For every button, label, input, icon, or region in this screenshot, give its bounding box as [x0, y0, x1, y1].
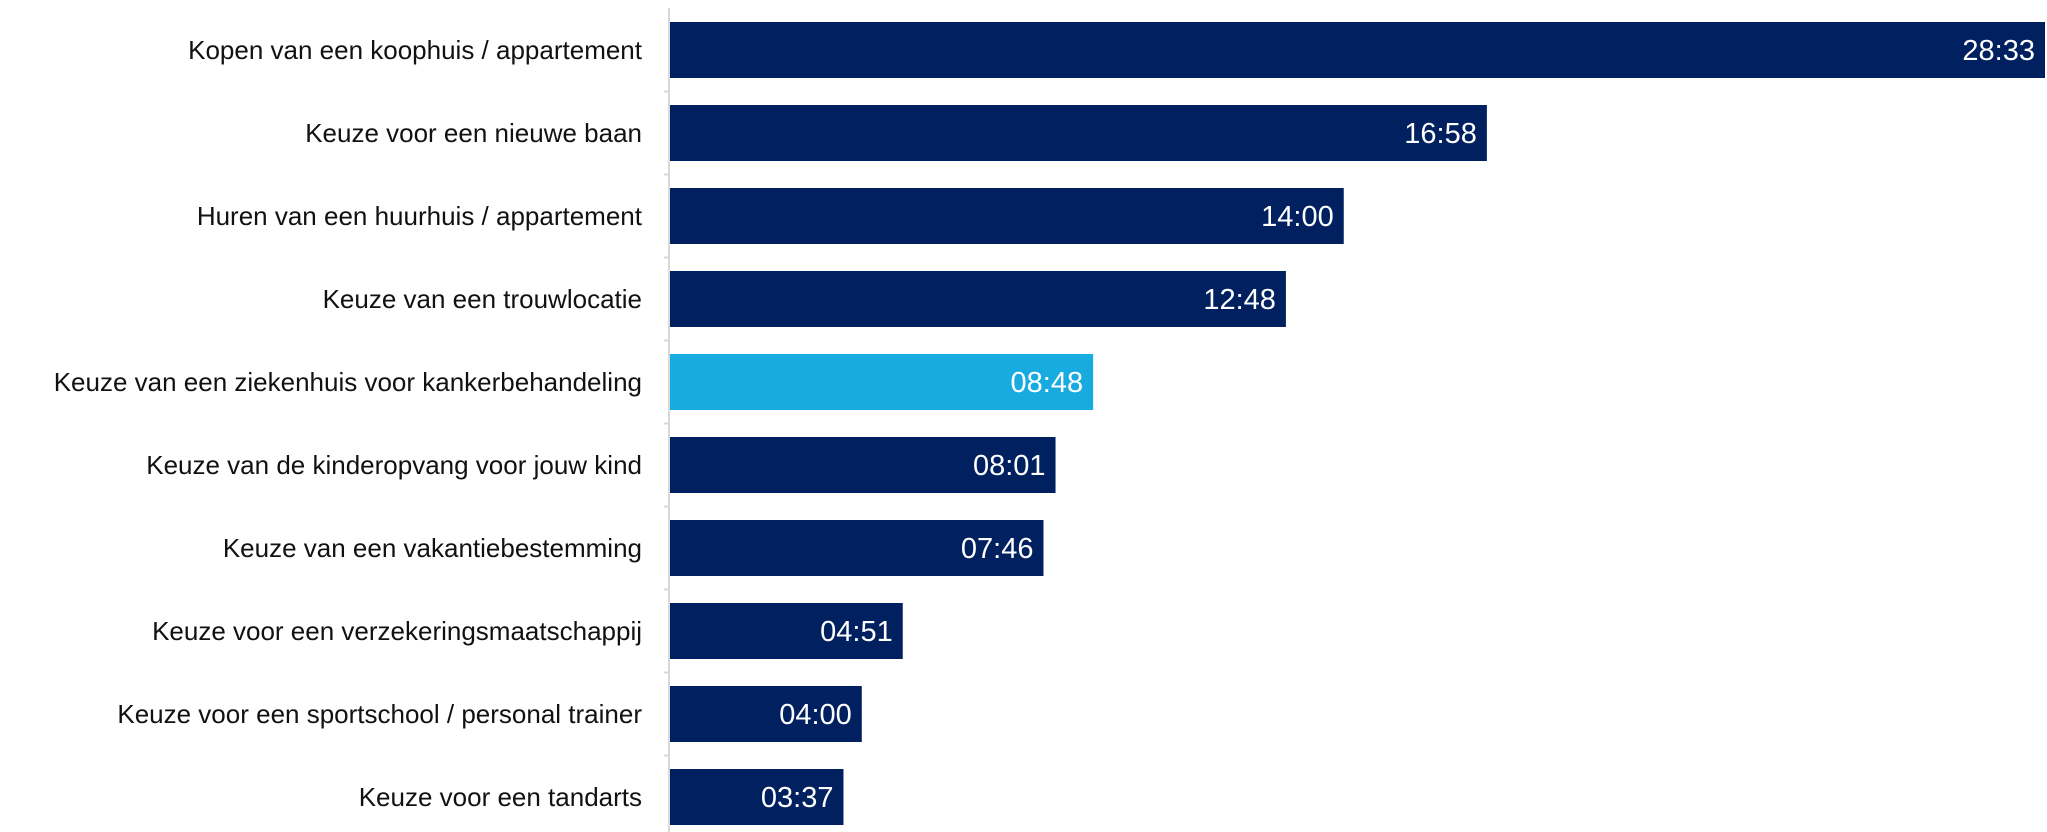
- value-label: 16:58: [1404, 118, 1477, 150]
- value-label: 07:46: [961, 533, 1034, 565]
- value-label: 04:51: [820, 616, 893, 648]
- bar: [670, 271, 1286, 327]
- value-label: 14:00: [1261, 201, 1334, 233]
- category-label: Keuze voor een verzekeringsmaatschappij: [152, 616, 642, 646]
- value-label: 08:48: [1011, 367, 1084, 399]
- bar: [670, 437, 1056, 493]
- value-label: 04:00: [779, 699, 852, 731]
- axis-ticks: [664, 90, 669, 757]
- category-label: Kopen van een koophuis / appartement: [188, 35, 643, 65]
- category-label: Keuze van de kinderopvang voor jouw kind: [146, 450, 642, 480]
- category-label: Keuze voor een nieuwe baan: [305, 118, 642, 148]
- bar: [670, 22, 2045, 78]
- bar: [670, 769, 844, 825]
- bars-group: [670, 22, 2045, 825]
- category-label: Keuze voor een sportschool / personal tr…: [117, 699, 642, 729]
- value-label: 28:33: [1962, 35, 2035, 67]
- value-label: 03:37: [761, 782, 834, 814]
- category-label: Keuze van een trouwlocatie: [323, 284, 642, 314]
- bar: [670, 354, 1094, 410]
- bar: [670, 686, 862, 742]
- category-label: Huren van een huurhuis / appartement: [197, 201, 643, 231]
- category-labels-group: Kopen van een koophuis / appartement Keuz…: [54, 35, 643, 812]
- bar: [670, 520, 1044, 576]
- category-label: Keuze voor een tandarts: [359, 782, 642, 812]
- bar: [670, 188, 1344, 244]
- value-label: 08:01: [973, 450, 1046, 482]
- category-label: Keuze van een ziekenhuis voor kankerbeha…: [54, 367, 642, 397]
- value-labels-group: 28:33 16:58 14:00 12:48 08:48 08:01 07:46 04:51…: [761, 35, 2035, 814]
- value-label: 12:48: [1203, 284, 1276, 316]
- category-label: Keuze van een vakantiebestemming: [223, 533, 642, 563]
- bar: [670, 603, 903, 659]
- bar: [670, 105, 1487, 161]
